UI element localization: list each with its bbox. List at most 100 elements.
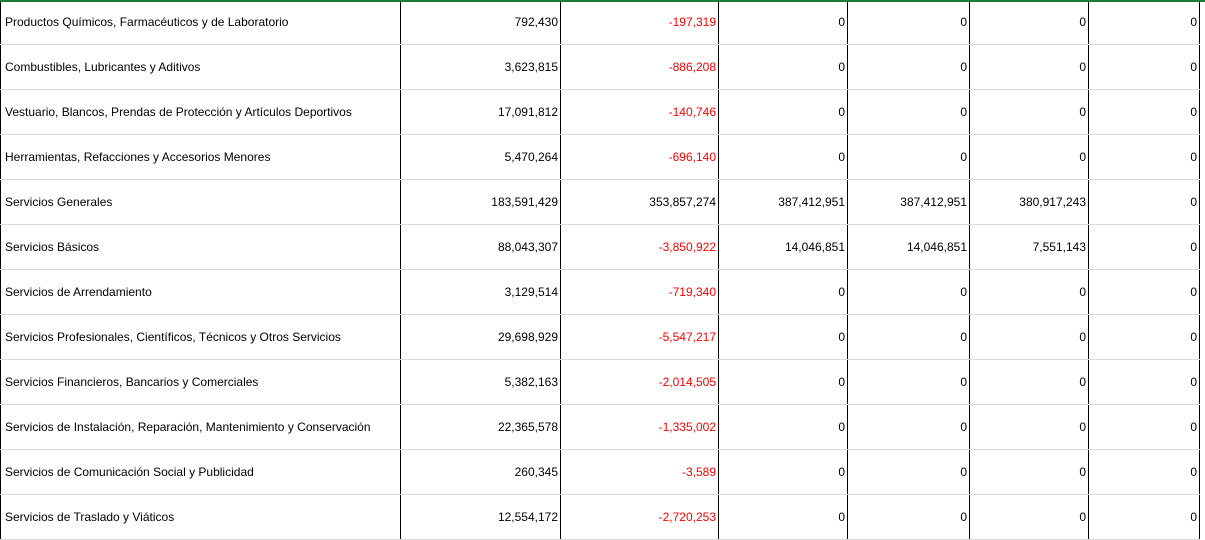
- value-cell[interactable]: 0: [1088, 44, 1200, 90]
- table-row: Servicios Financieros, Bancarios y Comer…: [0, 359, 1200, 405]
- value-cell[interactable]: 0: [718, 494, 848, 540]
- row-label-cell[interactable]: Servicios de Instalación, Reparación, Ma…: [0, 404, 401, 450]
- value-cell[interactable]: 0: [847, 89, 970, 135]
- value-cell[interactable]: 22,365,578: [400, 404, 561, 450]
- row-label-cell[interactable]: Servicios de Traslado y Viáticos: [0, 494, 401, 540]
- value-cell[interactable]: -140,746: [560, 89, 719, 135]
- table-row: Vestuario, Blancos, Prendas de Protecció…: [0, 89, 1200, 135]
- value-cell[interactable]: 0: [1088, 269, 1200, 315]
- value-cell[interactable]: 0: [718, 314, 848, 360]
- row-label-cell[interactable]: Servicios Profesionales, Científicos, Té…: [0, 314, 401, 360]
- value-cell[interactable]: 0: [847, 44, 970, 90]
- value-cell[interactable]: 380,917,243: [969, 179, 1089, 225]
- table-row: Servicios Generales 183,591,429 353,857,27…: [0, 179, 1200, 225]
- row-label-cell[interactable]: Herramientas, Refacciones y Accesorios M…: [0, 134, 401, 180]
- value-cell[interactable]: -2,014,505: [560, 359, 719, 405]
- value-cell[interactable]: 0: [847, 0, 970, 45]
- value-cell[interactable]: -719,340: [560, 269, 719, 315]
- row-label-cell[interactable]: Vestuario, Blancos, Prendas de Protecció…: [0, 89, 401, 135]
- value-cell[interactable]: 0: [847, 134, 970, 180]
- value-cell[interactable]: 17,091,812: [400, 89, 561, 135]
- value-cell[interactable]: 792,430: [400, 0, 561, 45]
- value-cell[interactable]: 387,412,951: [718, 179, 848, 225]
- value-cell[interactable]: 0: [969, 89, 1089, 135]
- value-cell[interactable]: 0: [718, 404, 848, 450]
- value-cell[interactable]: 0: [969, 134, 1089, 180]
- value-cell[interactable]: 0: [1088, 134, 1200, 180]
- value-cell[interactable]: 0: [1088, 89, 1200, 135]
- value-cell[interactable]: 0: [718, 269, 848, 315]
- value-cell[interactable]: 0: [1088, 314, 1200, 360]
- value-cell[interactable]: 353,857,274: [560, 179, 719, 225]
- value-cell[interactable]: 0: [969, 269, 1089, 315]
- table-row: Herramientas, Refacciones y Accesorios M…: [0, 134, 1200, 180]
- table-row: Servicios de Instalación, Reparación, Ma…: [0, 404, 1200, 450]
- row-label-cell[interactable]: Servicios de Comunicación Social y Publi…: [0, 449, 401, 495]
- value-cell[interactable]: 0: [969, 359, 1089, 405]
- value-cell[interactable]: 0: [969, 449, 1089, 495]
- value-cell[interactable]: 5,382,163: [400, 359, 561, 405]
- table-row: Productos Químicos, Farmacéuticos y de L…: [0, 0, 1200, 45]
- value-cell[interactable]: 0: [718, 0, 848, 45]
- value-cell[interactable]: -3,589: [560, 449, 719, 495]
- row-label-cell[interactable]: Servicios Financieros, Bancarios y Comer…: [0, 359, 401, 405]
- value-cell[interactable]: -696,140: [560, 134, 719, 180]
- value-cell[interactable]: 260,345: [400, 449, 561, 495]
- row-label-cell[interactable]: Servicios Básicos: [0, 224, 401, 270]
- row-label-cell[interactable]: Servicios Generales: [0, 179, 401, 225]
- value-cell[interactable]: -2,720,253: [560, 494, 719, 540]
- value-cell[interactable]: 7,551,143: [969, 224, 1089, 270]
- value-cell[interactable]: 0: [969, 404, 1089, 450]
- row-label-cell[interactable]: Combustibles, Lubricantes y Aditivos: [0, 44, 401, 90]
- value-cell[interactable]: 0: [1088, 449, 1200, 495]
- value-cell[interactable]: 0: [847, 494, 970, 540]
- row-label-cell[interactable]: Servicios de Arrendamiento: [0, 269, 401, 315]
- table-row: Servicios Profesionales, Científicos, Té…: [0, 314, 1200, 360]
- value-cell[interactable]: 0: [718, 89, 848, 135]
- value-cell[interactable]: 0: [718, 134, 848, 180]
- value-cell[interactable]: -886,208: [560, 44, 719, 90]
- value-cell[interactable]: 0: [1088, 404, 1200, 450]
- row-label-cell[interactable]: Productos Químicos, Farmacéuticos y de L…: [0, 0, 401, 45]
- value-cell[interactable]: 0: [847, 314, 970, 360]
- value-cell[interactable]: 0: [718, 449, 848, 495]
- value-cell[interactable]: 3,129,514: [400, 269, 561, 315]
- value-cell[interactable]: 0: [1088, 0, 1200, 45]
- top-border: [0, 0, 1205, 2]
- value-cell[interactable]: 183,591,429: [400, 179, 561, 225]
- value-cell[interactable]: -3,850,922: [560, 224, 719, 270]
- value-cell[interactable]: 3,623,815: [400, 44, 561, 90]
- table-row: Servicios Básicos 88,043,307 -3,850,922 14,…: [0, 224, 1200, 270]
- value-cell[interactable]: -5,547,217: [560, 314, 719, 360]
- table-row: Servicios de Comunicación Social y Publi…: [0, 449, 1200, 495]
- table-row: Servicios de Arrendamiento 3,129,514 -719,…: [0, 269, 1200, 315]
- value-cell[interactable]: 0: [718, 359, 848, 405]
- value-cell[interactable]: 0: [847, 359, 970, 405]
- value-cell[interactable]: 0: [969, 0, 1089, 45]
- value-cell[interactable]: 0: [1088, 179, 1200, 225]
- value-cell[interactable]: 12,554,172: [400, 494, 561, 540]
- value-cell[interactable]: 0: [847, 449, 970, 495]
- value-cell[interactable]: 0: [1088, 359, 1200, 405]
- value-cell[interactable]: 0: [969, 494, 1089, 540]
- value-cell[interactable]: 14,046,851: [718, 224, 848, 270]
- value-cell[interactable]: 14,046,851: [847, 224, 970, 270]
- table-row: Servicios de Traslado y Viáticos 12,554,1…: [0, 494, 1200, 540]
- value-cell[interactable]: 0: [718, 44, 848, 90]
- value-cell[interactable]: 0: [969, 314, 1089, 360]
- value-cell[interactable]: -197,319: [560, 0, 719, 45]
- value-cell[interactable]: 0: [847, 269, 970, 315]
- value-cell[interactable]: 29,698,929: [400, 314, 561, 360]
- value-cell[interactable]: 0: [1088, 494, 1200, 540]
- value-cell[interactable]: 88,043,307: [400, 224, 561, 270]
- table-row: Combustibles, Lubricantes y Aditivos 3,62…: [0, 44, 1200, 90]
- value-cell[interactable]: 5,470,264: [400, 134, 561, 180]
- value-cell[interactable]: 0: [1088, 224, 1200, 270]
- value-cell[interactable]: 0: [847, 404, 970, 450]
- value-cell[interactable]: 387,412,951: [847, 179, 970, 225]
- value-cell[interactable]: 0: [969, 44, 1089, 90]
- value-cell[interactable]: -1,335,002: [560, 404, 719, 450]
